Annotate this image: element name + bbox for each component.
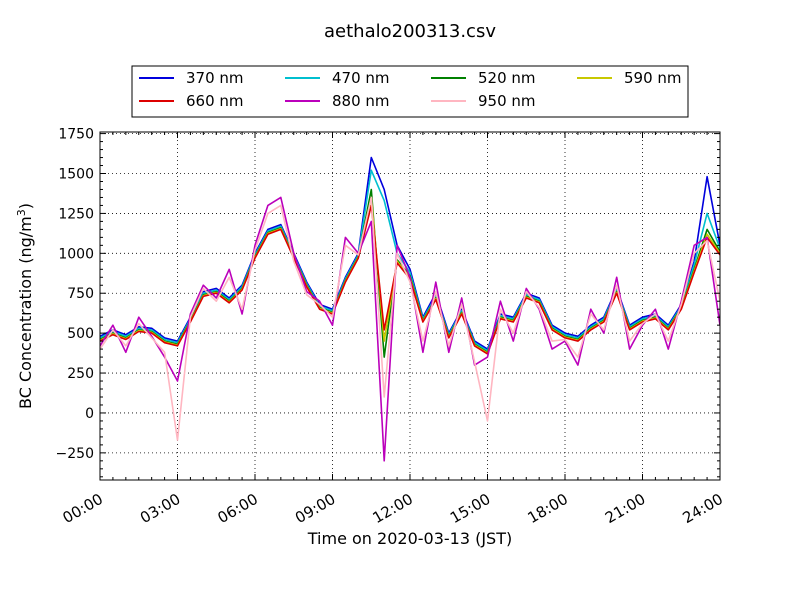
y-axis-label-tail: ) [16,203,35,209]
y-tick-labels: −250 0 250 500 750 1000 1250 1500 1750 [56,127,94,462]
x-tick-label: 12:00 [370,490,416,527]
x-tick-label: 00:00 [60,490,106,527]
y-tick-label: 1500 [58,167,94,183]
x-tick-labels: 00:00 03:00 06:00 09:00 12:00 15:00 18:00 21:00… [60,490,726,527]
x-tick-label: 09:00 [292,490,338,527]
x-tick-label: 03:00 [137,490,183,527]
chart-title: aethalo200313.csv [324,21,496,42]
y-tick-label: 500 [67,326,94,342]
y-tick-label: 1000 [58,246,94,262]
y-tick-label: 750 [67,286,94,302]
series-line-470-nm [100,169,720,352]
y-axis-label: BC Concentration (ng/m3) [15,203,35,409]
x-tick-label: 06:00 [215,490,261,527]
legend-label: 660 nm [186,92,244,110]
x-axis-label: Time on 2020-03-13 (JST) [307,529,512,548]
x-tick-label: 15:00 [447,490,493,527]
legend-label: 520 nm [478,69,536,87]
x-tick-label: 24:00 [680,490,726,527]
y-axis-label-main: BC Concentration (ng/m [16,216,35,409]
x-tick-label: 21:00 [602,490,648,527]
y-tick-label: −250 [56,446,94,462]
legend: 370 nm 470 nm 520 nm 590 nm 660 nm 880 nm 950 … [131,65,689,118]
legend-label: 590 nm [624,69,682,87]
legend-label: 880 nm [332,92,390,110]
y-tick-label: 1750 [58,127,94,143]
y-tick-label: 0 [85,406,94,422]
x-tick-label: 18:00 [525,490,571,527]
legend-label: 950 nm [478,92,536,110]
axis-ticks [99,132,721,480]
y-tick-label: 250 [67,366,94,382]
legend-label: 470 nm [332,69,390,87]
series-line-880-nm [100,196,720,462]
y-axis-label-sup: 3 [15,209,28,216]
grid [99,132,721,480]
legend-label: 370 nm [186,69,244,87]
legend-frame [131,65,689,118]
series-line-950-nm [100,196,720,441]
y-tick-label: 1250 [58,206,94,222]
series-layer [100,156,720,462]
